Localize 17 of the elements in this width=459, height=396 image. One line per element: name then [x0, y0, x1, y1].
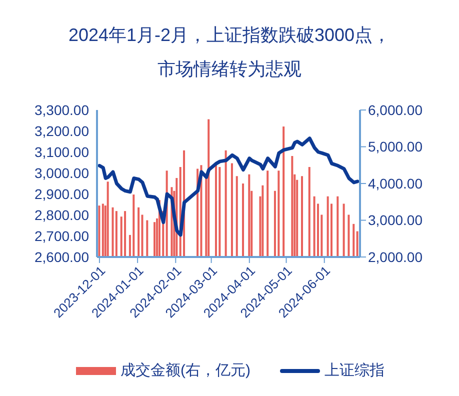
y2-tick-label: 4,000.00: [368, 175, 423, 192]
chart-title: 2024年1月-2月，上证指数跌破3000点，市场情绪转为悲观: [67, 24, 392, 81]
y-tick-label: 2,900.00: [34, 186, 90, 202]
y-tick-label: 3,100.00: [34, 144, 90, 160]
y-tick-label: 2,800.00: [34, 206, 90, 223]
y2-tick-label: 3,000.00: [368, 212, 423, 228]
y-tick-label: 2,700.00: [34, 228, 90, 244]
line-series: [98, 136, 360, 237]
y-tick-label: 2,600.00: [34, 248, 90, 265]
y2-tick-label: 2,000.00: [368, 248, 423, 265]
y-tick-label: 3,200.00: [34, 122, 90, 139]
y2-tick-label: 6,000.00: [368, 102, 423, 118]
y-tick-label: 3,300.00: [34, 102, 90, 118]
y2-tick-label: 5,000.00: [368, 138, 423, 155]
y-tick-label: 3,000.00: [34, 164, 90, 181]
legend-label: 成交金额(右，亿元): [120, 361, 250, 380]
legend-label: 上证综指: [324, 361, 384, 380]
